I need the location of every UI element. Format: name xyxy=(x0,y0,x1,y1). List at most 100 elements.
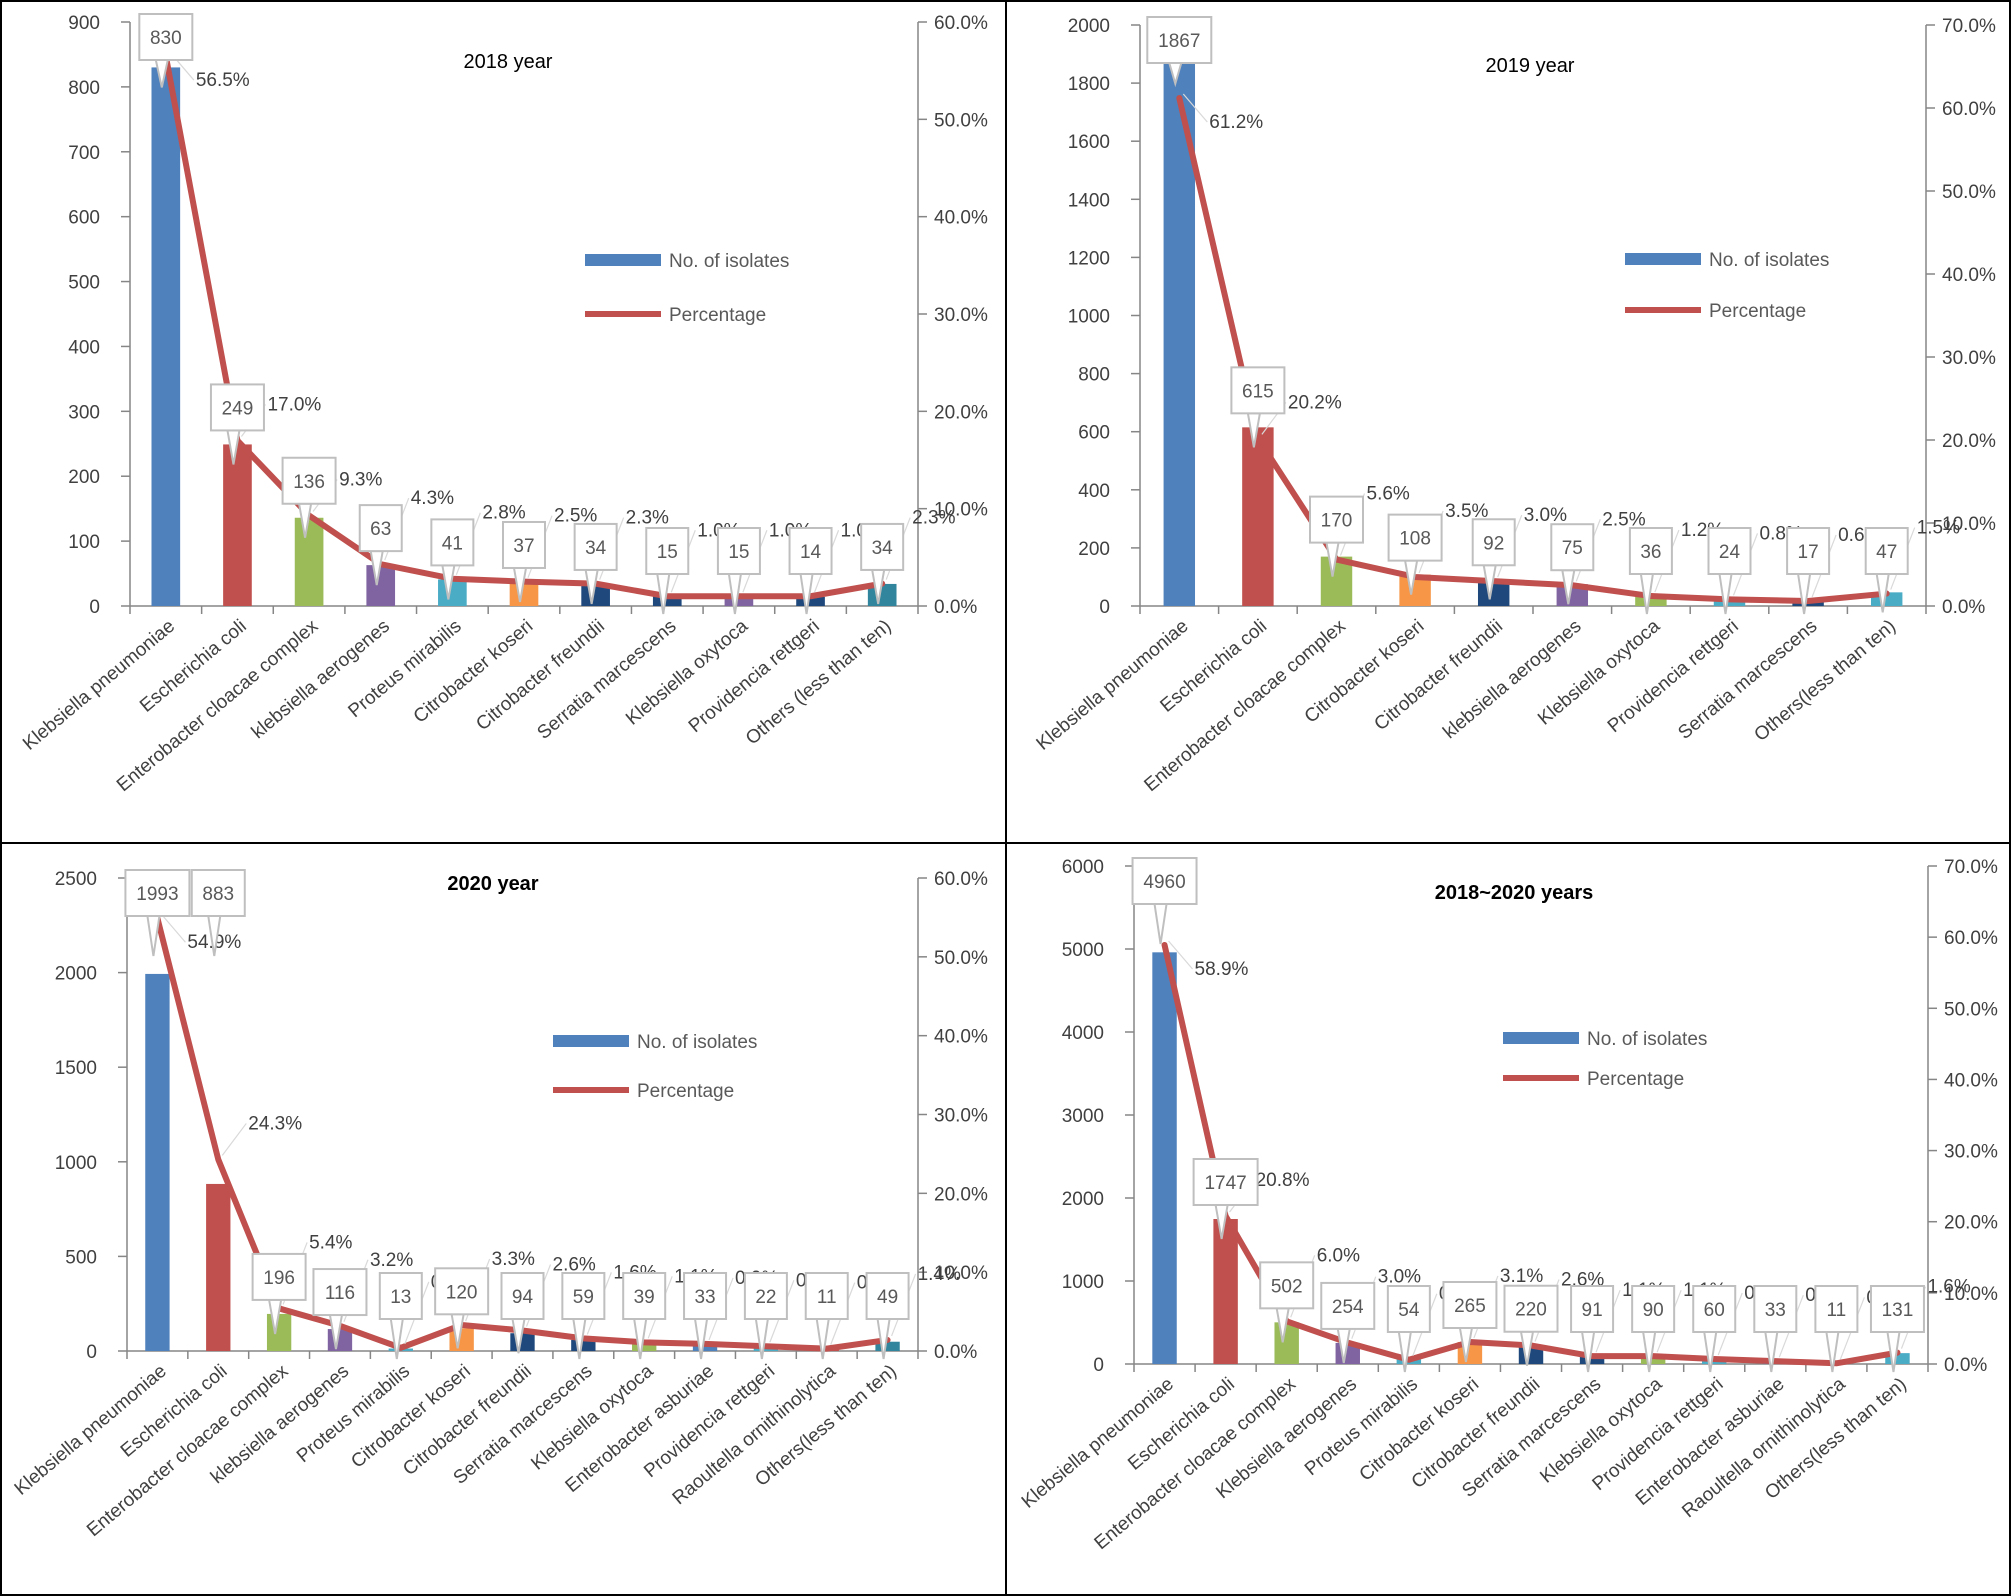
value-label: 131 xyxy=(1882,1300,1914,1321)
bar xyxy=(571,1339,596,1351)
y-tick-label: 800 xyxy=(68,78,100,99)
percentage-leader xyxy=(1168,940,1193,970)
bar xyxy=(1635,595,1667,606)
bar xyxy=(145,973,170,1351)
value-label: 830 xyxy=(150,28,182,49)
callout-box xyxy=(1753,1285,1798,1333)
callout-box xyxy=(561,1272,606,1320)
callout-box xyxy=(1864,527,1909,575)
value-label: 24 xyxy=(1719,542,1741,563)
value-label: 136 xyxy=(293,472,325,493)
value-label: 17 xyxy=(1798,542,1819,563)
legend-label-bars: No. of isolates xyxy=(1587,1029,1707,1050)
value-label: 615 xyxy=(1242,381,1274,402)
callout-box xyxy=(743,1272,788,1320)
category-label: Serratia marcescens xyxy=(534,616,681,744)
callout-box xyxy=(1471,518,1516,567)
callout-pointer xyxy=(1796,573,1812,615)
y-tick-label: 1600 xyxy=(1068,132,1110,153)
bar xyxy=(1579,1356,1605,1364)
callout-box xyxy=(1442,1281,1498,1330)
y-tick-label: 0 xyxy=(86,1342,97,1363)
callout-pointer xyxy=(1153,903,1168,945)
y2-tick-label: 20.0% xyxy=(934,1184,988,1205)
bar xyxy=(1885,1353,1910,1364)
value-label: 120 xyxy=(446,1282,478,1303)
callout-box xyxy=(434,1267,490,1316)
percentage-label: 1.6% xyxy=(1927,1277,1970,1298)
category-label: Citrobacter koseri xyxy=(410,616,538,728)
legend: No. of isolates Percentage xyxy=(1625,250,1829,322)
y-tick-label: 2500 xyxy=(55,869,97,890)
bar xyxy=(327,1329,353,1351)
percentage-label: 3.1% xyxy=(1500,1266,1543,1287)
y-tick-label: 600 xyxy=(68,208,100,229)
y2-tick-label: 50.0% xyxy=(934,110,988,131)
y2-tick-label: 60.0% xyxy=(1944,928,1998,949)
percentage-label: 3.0% xyxy=(1524,505,1567,526)
value-label: 1747 xyxy=(1204,1173,1246,1194)
percentage-label: 2.3% xyxy=(912,508,955,529)
chart-title: 2018~2020 years xyxy=(1435,882,1594,904)
value-label: 883 xyxy=(202,884,234,905)
callout-box xyxy=(1192,1157,1259,1206)
y2-tick-label: 60.0% xyxy=(934,13,988,34)
bar xyxy=(294,517,324,606)
callout-box xyxy=(1146,16,1213,64)
y-tick-label: 1000 xyxy=(1068,307,1110,328)
category-label: klebsiella aerogenes xyxy=(248,616,394,743)
value-label: 60 xyxy=(1704,1300,1725,1321)
y2-tick-label: 30.0% xyxy=(1942,348,1996,369)
bar xyxy=(1556,584,1589,606)
value-label: 196 xyxy=(263,1268,295,1289)
percentage-label: 4.3% xyxy=(411,488,454,509)
percentage-leader xyxy=(221,1123,247,1156)
y-tick-label: 1800 xyxy=(1068,74,1110,95)
y-tick-label: 1000 xyxy=(1062,1272,1104,1293)
y-tick-label: 800 xyxy=(1078,365,1110,386)
y2-tick-label: 70.0% xyxy=(1942,16,1996,37)
category-label: Citrobacter freundii xyxy=(1370,616,1506,735)
chart-panel-1: 0 100 200 300 400 500 600 700 800 900 0.0% 10.0% 20.… xyxy=(19,13,988,796)
y2-tick-label: 10.0% xyxy=(934,1263,988,1284)
callout-pointer xyxy=(1397,1331,1413,1373)
value-label: 34 xyxy=(872,538,894,559)
category-label: Escherichia coli xyxy=(117,1361,232,1462)
callout-box xyxy=(281,456,337,505)
y-tick-label: 4000 xyxy=(1062,1023,1104,1044)
callout-box xyxy=(622,1272,667,1320)
percentage-label: 3.5% xyxy=(1445,501,1488,522)
y-tick-label: 900 xyxy=(68,13,100,34)
value-label: 4960 xyxy=(1143,872,1185,893)
value-label: 13 xyxy=(390,1287,411,1308)
legend-label-line: Percentage xyxy=(637,1081,734,1102)
value-label: 47 xyxy=(1876,542,1897,563)
bar xyxy=(509,581,539,606)
value-label: 15 xyxy=(728,542,749,563)
y-tick-label: 2000 xyxy=(55,964,97,985)
callout-box xyxy=(378,1272,423,1320)
percentage-label: 58.9% xyxy=(1195,959,1249,980)
percentage-label: 17.0% xyxy=(267,395,321,416)
percentage-label: 3.2% xyxy=(370,1250,413,1271)
value-label: 1867 xyxy=(1158,31,1200,52)
bar xyxy=(1213,1218,1238,1364)
percentage-label: 1.4% xyxy=(918,1264,961,1285)
y2-tick-label: 40.0% xyxy=(1944,1070,1998,1091)
bar xyxy=(1713,599,1746,606)
y-tick-label: 3000 xyxy=(1062,1106,1104,1127)
callout-box xyxy=(1503,1284,1559,1333)
callout-box xyxy=(1131,857,1198,905)
y-tick-label: 1400 xyxy=(1068,190,1110,211)
y-tick-label: 1200 xyxy=(1068,248,1110,269)
callout-box xyxy=(1230,366,1286,415)
value-label: 34 xyxy=(585,538,607,559)
y2-tick-label: 10.0% xyxy=(1944,1284,1998,1305)
category-label: klebsiella aerogenes xyxy=(1439,616,1585,743)
value-label: 249 xyxy=(222,398,254,419)
callout-box xyxy=(138,13,194,61)
legend-swatch-bars xyxy=(553,1035,629,1047)
value-label: 22 xyxy=(755,1287,776,1308)
bar xyxy=(632,1343,657,1351)
